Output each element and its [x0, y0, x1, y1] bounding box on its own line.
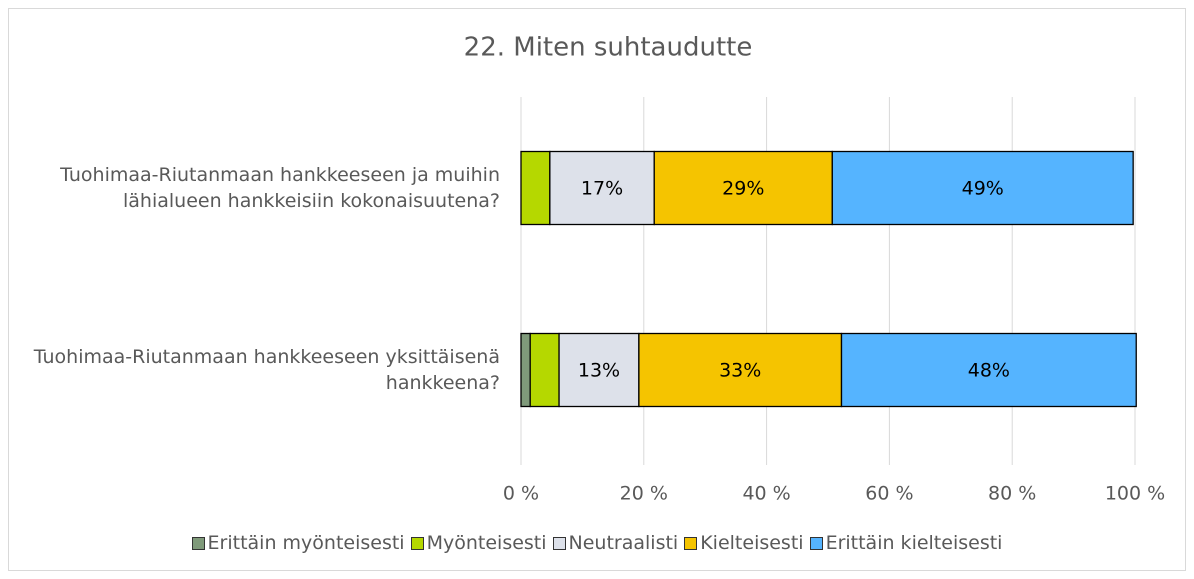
bar-segment — [520, 332, 531, 408]
data-label: 48% — [968, 360, 1010, 382]
legend-label: Myönteisesti — [426, 532, 547, 554]
x-tick-label: 20 % — [620, 483, 668, 505]
data-label: 33% — [719, 360, 761, 382]
x-tick-label: 0 % — [503, 483, 539, 505]
data-label: 13% — [578, 360, 620, 382]
category-label: Tuohimaa-Riutanmaan hankkeeseen yksittäi… — [33, 346, 500, 394]
legend-swatch — [410, 536, 424, 550]
legend-swatch — [684, 536, 698, 550]
data-label: 17% — [581, 178, 623, 200]
x-tick-label: 80 % — [988, 483, 1036, 505]
legend-label: Neutraalisti — [568, 532, 679, 554]
chart-title: 22. Miten suhtaudutte — [464, 33, 753, 63]
legend-item: Myönteisesti — [410, 532, 547, 554]
legend: Erittäin myönteisesti Myönteisesti Neutraa… — [0, 532, 1194, 554]
x-tick-label: 40 % — [742, 483, 790, 505]
x-tick-label: 100 % — [1105, 483, 1165, 505]
legend-swatch — [552, 536, 566, 550]
data-label: 49% — [962, 178, 1004, 200]
data-label: 29% — [722, 178, 764, 200]
legend-label: Kielteisesti — [700, 532, 804, 554]
legend-item: Neutraalisti — [552, 532, 679, 554]
legend-label: Erittäin kielteisesti — [825, 532, 1003, 554]
legend-item: Erittäin myönteisesti — [191, 532, 405, 554]
x-tick-label: 60 % — [865, 483, 913, 505]
bar-segment — [529, 332, 560, 408]
legend-item: Erittäin kielteisesti — [809, 532, 1003, 554]
bar-segment — [831, 150, 1134, 226]
chart-border — [8, 8, 1186, 571]
bar-segment — [549, 150, 655, 226]
legend-label: Erittäin myönteisesti — [207, 532, 405, 554]
bar-segment — [558, 332, 640, 408]
legend-swatch — [809, 536, 823, 550]
category-label: Tuohimaa-Riutanmaan hankkeeseen ja muihi… — [60, 164, 500, 212]
bar-segment — [653, 150, 833, 226]
bar-segment — [638, 332, 843, 408]
bar-segment — [520, 150, 551, 226]
legend-item: Kielteisesti — [684, 532, 804, 554]
legend-swatch — [191, 536, 205, 550]
bar-segment — [840, 332, 1137, 408]
